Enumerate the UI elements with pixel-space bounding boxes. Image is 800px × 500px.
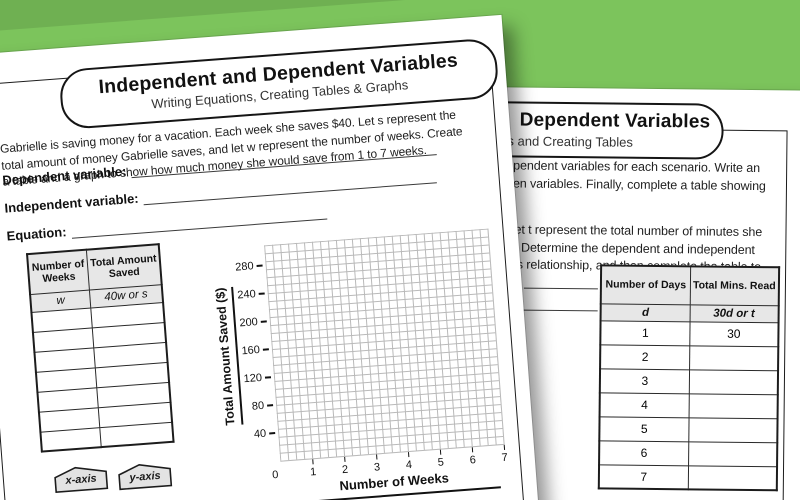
y-tick-label: 160 <box>241 343 261 358</box>
back-page-title: Dependent Variables <box>519 109 711 133</box>
back-table-mins-cell <box>688 417 778 443</box>
y-tick-label: 200 <box>239 316 259 330</box>
x-tick-mark <box>343 456 346 462</box>
x-tick-mark <box>471 447 474 453</box>
back-table-day-cell: 2 <box>600 344 690 370</box>
back-table-mins-cell <box>688 465 778 491</box>
back-table-mins-cell: 30 <box>689 321 779 347</box>
back-table-col2-header: Total Mins. Read <box>690 266 780 306</box>
y-tick-mark <box>267 404 274 407</box>
x-axis-tag: x-axis <box>53 464 109 494</box>
y-tick-label: 120 <box>243 371 263 386</box>
y-tick-mark <box>260 320 267 323</box>
y-tick-mark <box>269 432 276 435</box>
x-tick-mark <box>375 454 378 460</box>
front-table-col1-header: Number of Weeks <box>27 249 90 295</box>
graph-area: Total Amount Saved ($) 280 240 200 160 1… <box>180 225 532 500</box>
y-tick-mark <box>262 348 269 351</box>
y-axis-tag: y-axis <box>117 461 173 491</box>
front-worksheet-page: Independent and Dependent Variables Writ… <box>0 14 547 500</box>
back-table-formula-col1: d <box>600 303 691 322</box>
back-table-day-cell: 5 <box>599 416 689 442</box>
graph-grid <box>264 228 505 462</box>
x-tick-label: 0 <box>271 468 279 482</box>
x-tick-label: 2 <box>341 463 349 477</box>
back-table-day-cell: 3 <box>599 368 690 394</box>
x-tick-mark <box>439 449 442 455</box>
x-tick-mark <box>311 459 314 465</box>
front-table-empty-cell <box>40 427 102 452</box>
y-tick-mark <box>264 376 272 379</box>
back-table-day-cell: 7 <box>598 464 689 490</box>
back-table-col1-header: Number of Days <box>600 265 691 305</box>
x-axis-tag-shape <box>54 466 109 493</box>
y-tick-label: 80 <box>251 399 265 413</box>
back-table-mins-cell <box>689 369 779 395</box>
front-table-empty-cell <box>99 421 174 448</box>
back-intro-line-2: en variables. Finally, complete a table … <box>512 175 766 193</box>
x-tick-label: 3 <box>373 461 381 474</box>
y-tick-mark <box>258 292 265 295</box>
front-data-table: Number of Weeks Total Amount Saved w 40w… <box>25 243 175 453</box>
back-table-mins-cell <box>689 345 779 371</box>
back-data-table: Number of Days Total Mins. Read d 30d or… <box>597 264 781 492</box>
x-tick-label: 1 <box>309 466 317 479</box>
back-intro-paragraph: pendent variables for each scenario. Wri… <box>513 157 800 195</box>
x-tick-mark <box>407 452 410 458</box>
back-table-day-cell: 1 <box>600 320 690 346</box>
y-tick-mark <box>256 264 263 267</box>
back-table-day-cell: 6 <box>599 440 689 466</box>
x-tick-label: 6 <box>469 454 477 467</box>
y-axis-tag-shape <box>118 464 173 491</box>
x-tick-label: 7 <box>501 451 509 465</box>
x-tick-mark <box>503 444 506 450</box>
y-tick-label: 40 <box>253 427 267 441</box>
back-table-mins-cell <box>688 393 778 419</box>
y-tick-label: 280 <box>234 260 255 274</box>
back-table-day-cell: 4 <box>599 392 690 418</box>
back-page-subtitle: s and Creating Tables <box>507 133 634 150</box>
back-table-formula-col2: 30d or t <box>689 304 779 323</box>
back-table-mins-cell <box>688 441 778 467</box>
y-tick-label: 240 <box>236 288 257 302</box>
front-table-col2-header: Total Amount Saved <box>86 244 162 290</box>
x-tick-label: 4 <box>405 458 413 472</box>
x-tick-label: 5 <box>437 456 445 469</box>
